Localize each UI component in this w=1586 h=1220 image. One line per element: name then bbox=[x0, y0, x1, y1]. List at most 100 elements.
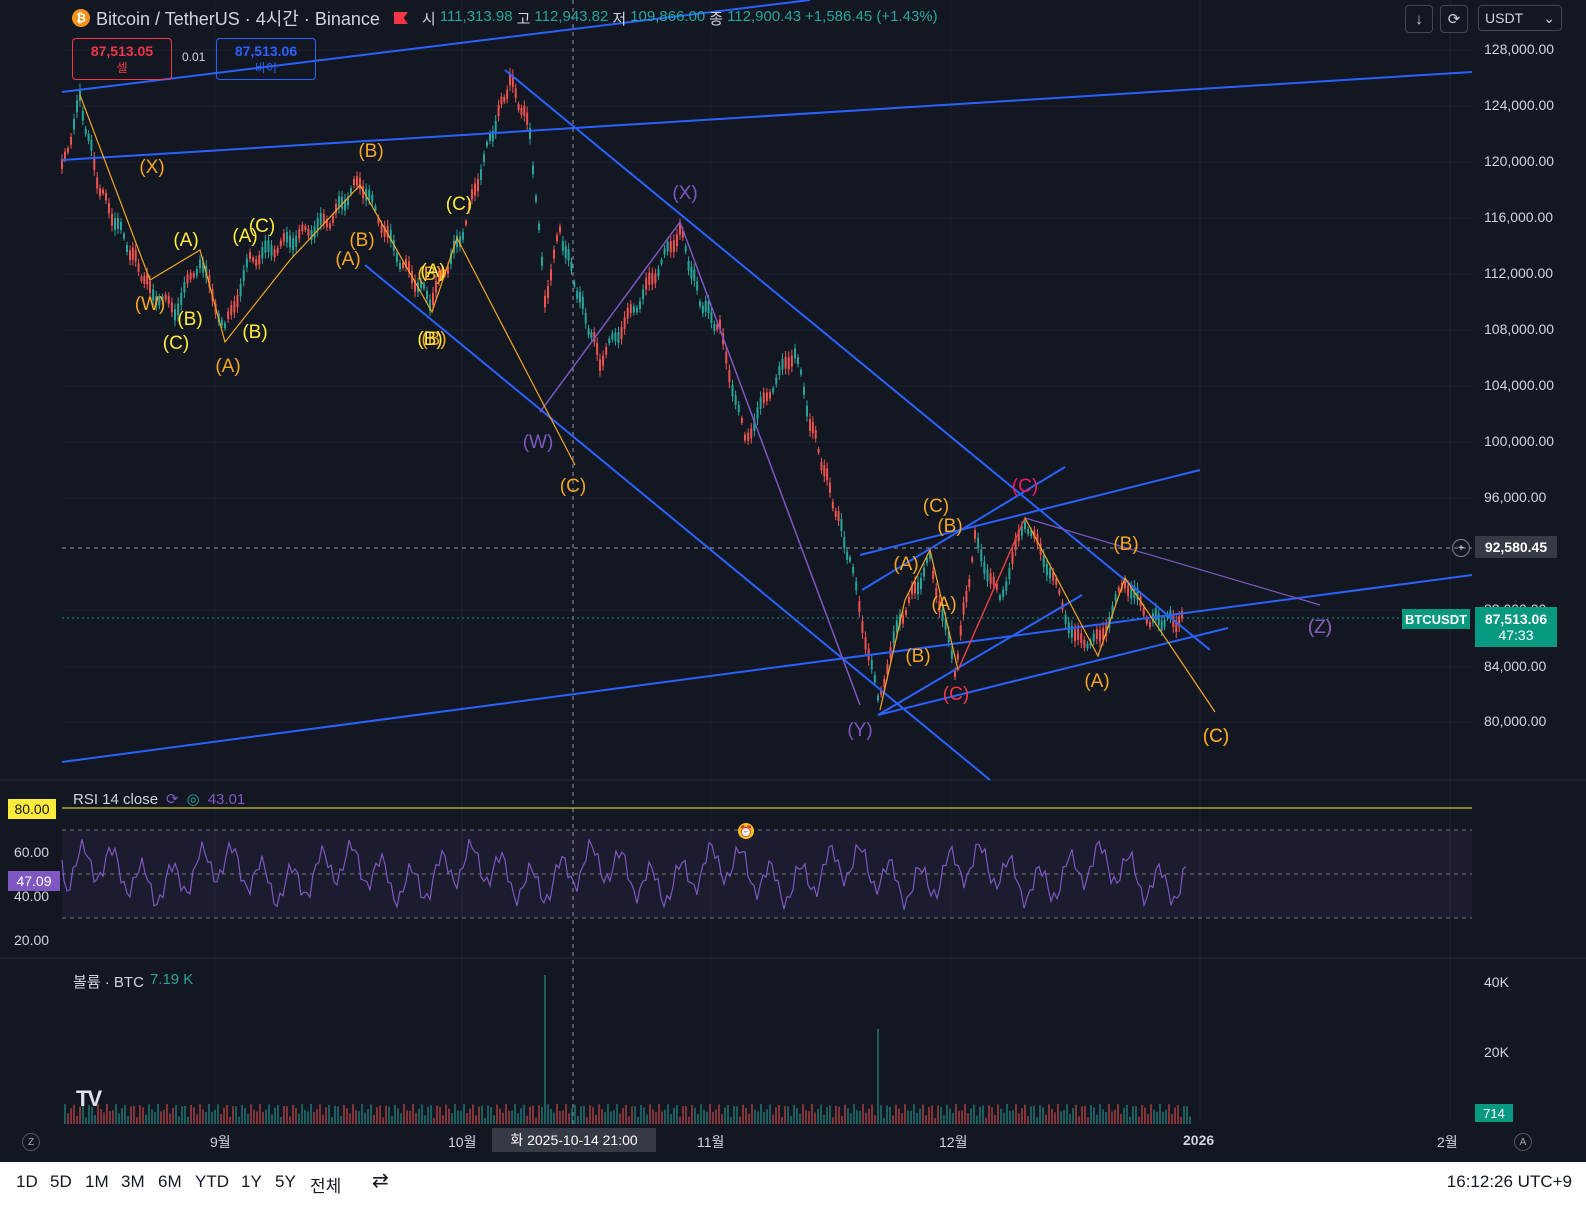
volume-tick-40k: 40K bbox=[1484, 974, 1509, 990]
candle-body bbox=[236, 295, 239, 307]
volume-bar bbox=[985, 1117, 987, 1124]
volume-bar bbox=[142, 1107, 144, 1124]
range-1m[interactable]: 1M bbox=[85, 1172, 109, 1191]
wave-label: (A) bbox=[215, 356, 240, 377]
candle-body bbox=[794, 348, 796, 359]
candle-body bbox=[823, 465, 826, 477]
volume-bar bbox=[1009, 1111, 1011, 1124]
candle-body bbox=[567, 249, 570, 261]
sell-button[interactable]: 87,513.05 셀 bbox=[72, 38, 172, 80]
volume-bar bbox=[817, 1109, 819, 1124]
volume-bar bbox=[160, 1111, 162, 1124]
candle-body bbox=[803, 386, 805, 395]
symbol-title[interactable]: Bitcoin / TetherUS · 4시간 · Binance bbox=[96, 9, 380, 29]
wave-label: (B) bbox=[905, 646, 930, 667]
volume-bar bbox=[589, 1105, 591, 1124]
time-label-dec: 12월 bbox=[939, 1134, 968, 1150]
volume-bar bbox=[1063, 1109, 1065, 1124]
alarm-icon[interactable]: ◎ bbox=[186, 791, 200, 808]
rsi-tick-60: 60.00 bbox=[14, 844, 50, 860]
rsi-legend[interactable]: RSI 14 close ⟳ ◎ 43.01 bbox=[73, 790, 245, 809]
candle-body bbox=[532, 165, 534, 175]
sync-icon[interactable]: ⟳ bbox=[166, 791, 179, 808]
candle-body bbox=[386, 225, 389, 238]
zoom-toggle-button[interactable]: Z bbox=[22, 1133, 40, 1151]
alert-clock-icon[interactable]: ⏰ bbox=[738, 823, 754, 839]
volume-bar bbox=[700, 1104, 702, 1124]
candle-body bbox=[158, 297, 161, 306]
volume-bar bbox=[1036, 1117, 1038, 1124]
volume-bar bbox=[334, 1105, 336, 1124]
candle-body bbox=[811, 421, 814, 434]
volume-bar bbox=[1108, 1104, 1110, 1124]
candle-body bbox=[1005, 581, 1008, 591]
current-price: 87,513.06 bbox=[1484, 611, 1548, 627]
candle-body bbox=[923, 567, 925, 577]
range-1d[interactable]: 1D bbox=[16, 1172, 38, 1191]
clock[interactable]: 16:12:26 UTC+9 bbox=[1446, 1172, 1572, 1191]
candle-body bbox=[137, 263, 140, 272]
range-3m[interactable]: 3M bbox=[121, 1172, 145, 1191]
volume-bar bbox=[757, 1111, 759, 1124]
candle-body bbox=[608, 338, 611, 344]
volume-value: 7.19 K bbox=[149, 971, 194, 988]
range-ytd[interactable]: YTD bbox=[195, 1172, 229, 1191]
candle-body bbox=[102, 189, 104, 194]
candle-body bbox=[561, 240, 564, 251]
wave-label: (Z) bbox=[1308, 617, 1332, 638]
ohlc-high-value: 112,943.82 bbox=[534, 7, 609, 25]
add-alert-icon[interactable]: + bbox=[1452, 539, 1470, 557]
refresh-icon[interactable]: ⟳ bbox=[1440, 5, 1468, 33]
volume-bar bbox=[433, 1117, 435, 1124]
volume-bar bbox=[139, 1105, 141, 1124]
candle-body bbox=[547, 285, 549, 298]
candle-body bbox=[152, 289, 155, 301]
volume-bar bbox=[157, 1104, 159, 1124]
candle-body bbox=[208, 275, 211, 288]
range-5d[interactable]: 5D bbox=[50, 1172, 72, 1191]
range-6m[interactable]: 6M bbox=[158, 1172, 182, 1191]
volume-bar bbox=[508, 1110, 510, 1124]
range-all[interactable]: 전체 bbox=[310, 1177, 342, 1196]
volume-bar bbox=[733, 1105, 735, 1124]
volume-bar bbox=[1156, 1111, 1158, 1124]
volume-bar bbox=[517, 1113, 519, 1124]
candle-body bbox=[806, 405, 808, 417]
volume-bar bbox=[931, 1105, 933, 1124]
range-5y[interactable]: 5Y bbox=[275, 1172, 296, 1191]
candle-body bbox=[564, 246, 567, 259]
candle-body bbox=[134, 249, 137, 262]
volume-bar bbox=[871, 1104, 873, 1124]
chart-canvas[interactable]: (X)(W)(C)(Z)(B)(A)(C)(B)(A)(C)(B)(B)(A)(… bbox=[0, 0, 1586, 1162]
volume-bar bbox=[901, 1113, 903, 1124]
auto-scale-button[interactable]: A bbox=[1514, 1133, 1532, 1151]
candle-body bbox=[892, 631, 895, 644]
tradingview-logo[interactable]: TV bbox=[76, 1086, 102, 1111]
date-range-icon[interactable]: ⇄ bbox=[372, 1170, 389, 1192]
chart-area[interactable]: (X) (W) (C) (Z) (B) (A) (C) (B) (A) (C) (B) (B) (A)(… bbox=[0, 0, 1586, 1162]
buy-button[interactable]: 87,513.06 바이 bbox=[216, 38, 316, 80]
symbol-header: ₿ Bitcoin / TetherUS · 4시간 · Binance 시 11… bbox=[72, 6, 938, 30]
range-1y[interactable]: 1Y bbox=[241, 1172, 262, 1191]
download-icon[interactable]: ↓ bbox=[1405, 5, 1433, 33]
candle-body bbox=[500, 96, 503, 105]
volume-legend[interactable]: 볼륨 · BTC 7.19 K bbox=[73, 971, 193, 992]
candle-body bbox=[380, 224, 383, 234]
volume-bar bbox=[919, 1108, 921, 1124]
volume-bar bbox=[493, 1115, 495, 1124]
volume-bar bbox=[226, 1104, 228, 1124]
currency-select[interactable]: USDT ⌄ bbox=[1478, 5, 1562, 31]
candle-body bbox=[765, 392, 768, 401]
candle-body bbox=[977, 537, 980, 548]
trend-line bbox=[877, 594, 1083, 716]
flag-icon[interactable] bbox=[393, 12, 408, 24]
volume-bar bbox=[583, 1105, 585, 1124]
volume-bar bbox=[1027, 1116, 1029, 1124]
volume-bar bbox=[541, 1107, 543, 1124]
volume-bar bbox=[895, 1104, 897, 1124]
volume-bar bbox=[148, 1104, 150, 1124]
candle-body bbox=[316, 218, 319, 231]
volume-bar bbox=[487, 1105, 489, 1124]
volume-bar bbox=[1090, 1105, 1092, 1124]
candle-body bbox=[679, 224, 681, 235]
